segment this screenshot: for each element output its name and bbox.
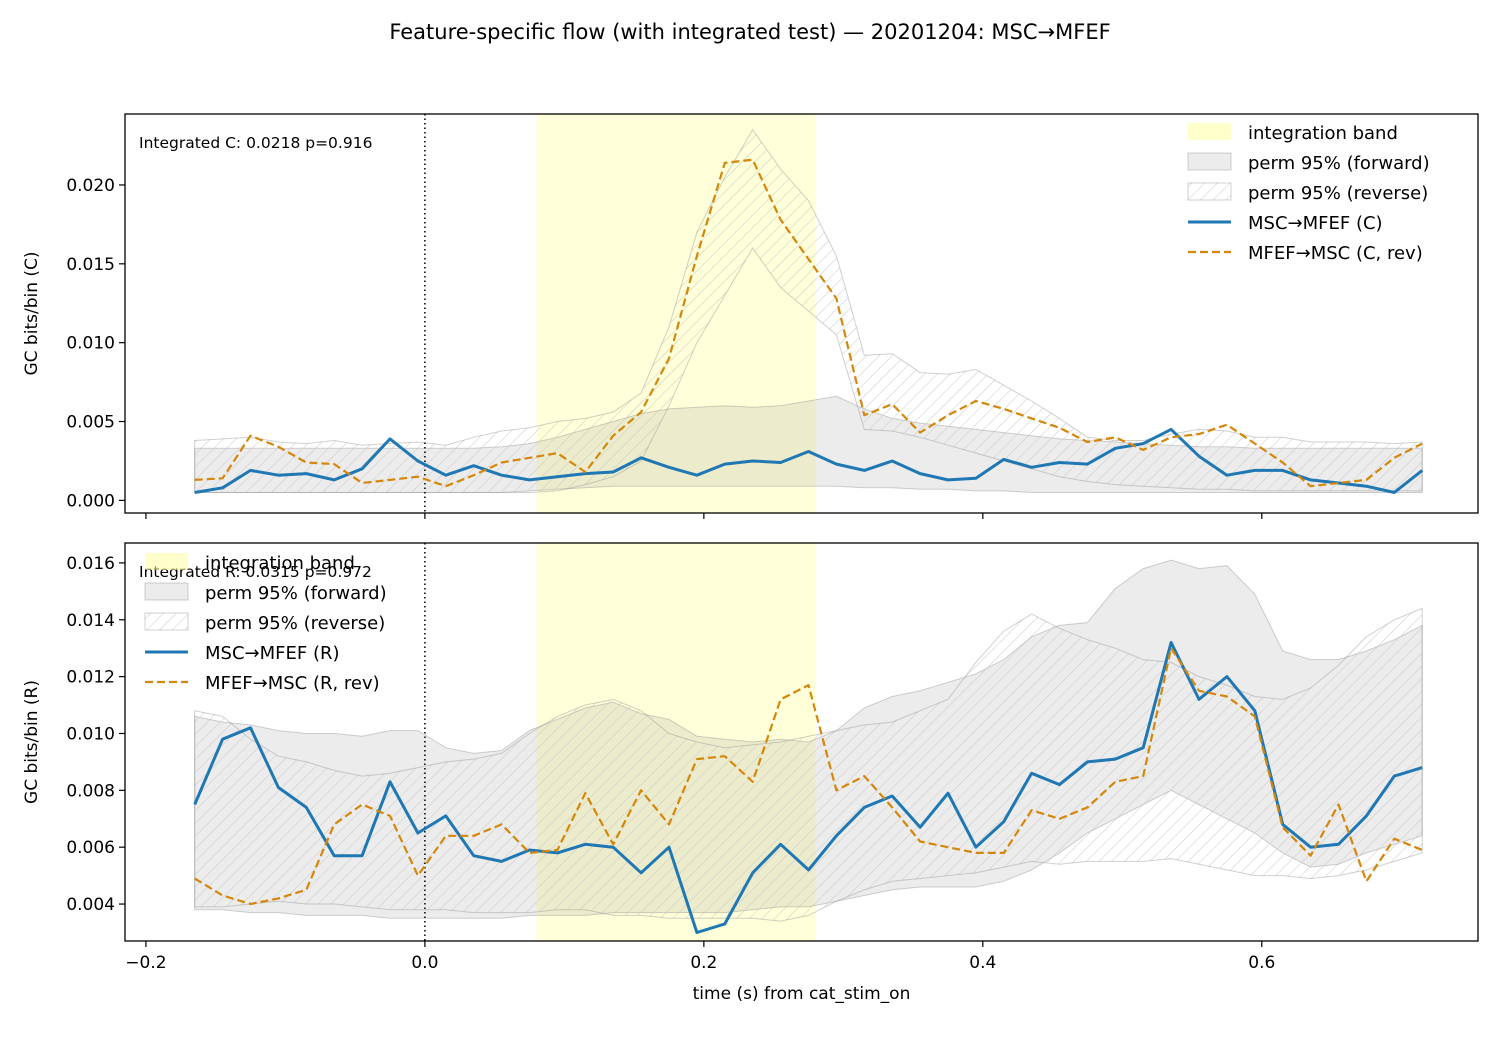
x-axis-label: time (s) from cat_stim_on xyxy=(693,984,911,1004)
legend-entry: MSC→MFEF (C) xyxy=(1188,213,1383,234)
legend-label: perm 95% (reverse) xyxy=(1248,183,1428,204)
legend-entry: integration band xyxy=(1188,123,1398,144)
axes-bottom: −0.2 0.0 0.2 0.4 0.6 0.004 0.006 0.008 0.010 0.01… xyxy=(22,542,1479,1004)
series-reverse-line xyxy=(194,158,1423,488)
series-forward-line xyxy=(193,641,1423,934)
legend-label: MFEF→MSC (C, rev) xyxy=(1248,243,1423,264)
integrated-annotation: Integrated R: 0.0315 p=0.972 xyxy=(139,563,372,581)
plot-area xyxy=(193,543,1423,941)
legend-label: MSC→MFEF (C) xyxy=(1248,213,1383,234)
legend-entry: MFEF→MSC (R, rev) xyxy=(145,673,380,694)
axes-frame xyxy=(124,542,1479,942)
figure-title: Feature-specific flow (with integrated t… xyxy=(389,20,1110,44)
x-tick-label: 0.6 xyxy=(1248,953,1275,973)
legend-label: integration band xyxy=(1248,123,1398,144)
legend-label: MFEF→MSC (R, rev) xyxy=(205,673,380,694)
x-tick-label: 0.0 xyxy=(411,953,438,973)
x-tick-label: −0.2 xyxy=(125,953,166,973)
legend-label: perm 95% (reverse) xyxy=(205,613,385,634)
legend-entry: MSC→MFEF (R) xyxy=(145,643,340,664)
integrated-annotation: Integrated C: 0.0218 p=0.916 xyxy=(139,134,372,152)
axes-top: 0.000 0.005 0.010 0.015 0.020 GC bits/bin (C)… xyxy=(22,113,1479,519)
plot-area xyxy=(194,114,1424,513)
legend-entry: MFEF→MSC (C, rev) xyxy=(1188,243,1423,264)
y-tick-label: 0.010 xyxy=(66,334,115,354)
legend-entry: integration band xyxy=(145,553,355,574)
legend-entry: perm 95% (forward) xyxy=(144,582,387,604)
x-tick-label: 0.4 xyxy=(969,953,996,973)
y-tick-label: 0.004 xyxy=(66,895,115,915)
y-tick-label: 0.014 xyxy=(66,611,115,631)
legend-label: perm 95% (forward) xyxy=(1248,153,1430,174)
perm-reverse-band xyxy=(194,128,1423,493)
axes-frame xyxy=(124,113,1479,514)
legend-entry: perm 95% (reverse) xyxy=(144,612,385,634)
y-axis-label: GC bits/bin (C) xyxy=(22,251,42,375)
y-tick-label: 0.008 xyxy=(66,781,115,801)
y-tick-label: 0.005 xyxy=(66,413,115,433)
legend-label: perm 95% (forward) xyxy=(205,583,387,604)
y-axis-label: GC bits/bin (R) xyxy=(22,680,42,804)
legend-entry: perm 95% (reverse) xyxy=(1187,182,1428,204)
y-tick-label: 0.006 xyxy=(66,838,115,858)
legend-entry: perm 95% (forward) xyxy=(1187,152,1430,174)
legend-swatch-reverse xyxy=(144,612,189,631)
legend-swatch-reverse xyxy=(1187,182,1232,201)
legend-swatch-forward xyxy=(1187,152,1232,171)
y-tick-label: 0.020 xyxy=(66,176,115,196)
x-tick-label: 0.2 xyxy=(690,953,717,973)
y-tick-label: 0.012 xyxy=(66,668,115,688)
legend-label: MSC→MFEF (R) xyxy=(205,643,340,664)
series-forward-line xyxy=(194,427,1424,494)
legend-swatch-forward xyxy=(144,582,189,601)
legend-swatch-band xyxy=(145,553,188,570)
legend-swatch-band xyxy=(1188,123,1231,140)
perm-reverse-band xyxy=(194,607,1423,922)
series-reverse-line xyxy=(194,647,1423,906)
y-tick-label: 0.010 xyxy=(66,724,115,744)
y-tick-label: 0.000 xyxy=(66,491,115,511)
legend-label: integration band xyxy=(205,553,355,574)
y-tick-label: 0.015 xyxy=(66,255,115,275)
y-tick-label: 0.016 xyxy=(66,554,115,574)
